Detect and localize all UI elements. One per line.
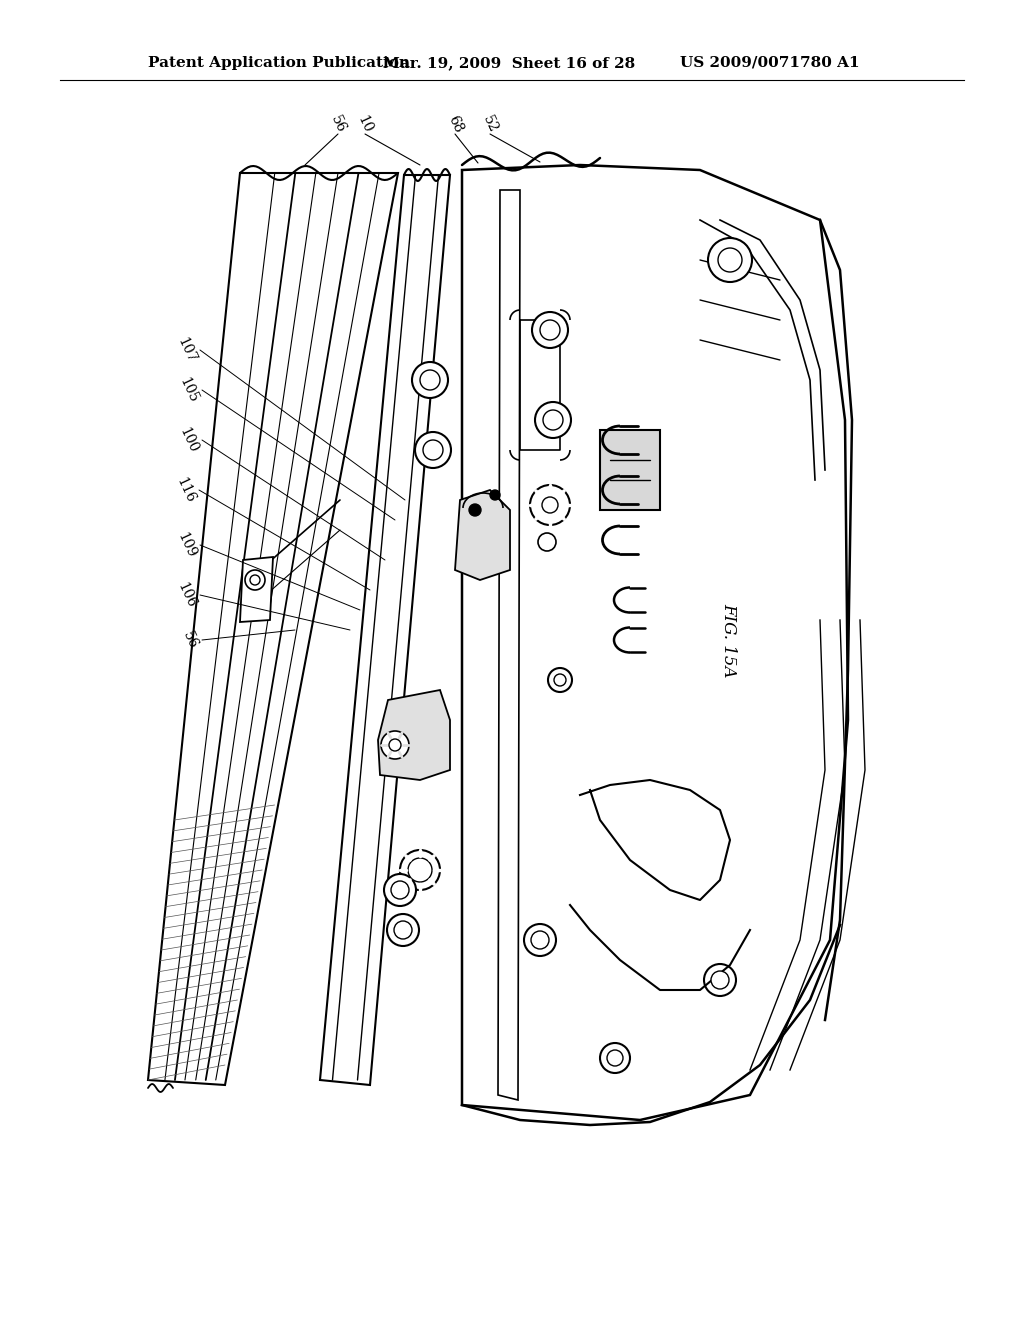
Circle shape — [538, 533, 556, 550]
Text: 68: 68 — [445, 114, 465, 135]
Polygon shape — [319, 176, 450, 1085]
Circle shape — [250, 576, 260, 585]
Polygon shape — [378, 690, 450, 780]
Circle shape — [415, 432, 451, 469]
Circle shape — [412, 362, 449, 399]
Text: 106: 106 — [174, 579, 198, 610]
Circle shape — [718, 248, 742, 272]
Circle shape — [705, 964, 736, 997]
Circle shape — [423, 440, 443, 459]
Polygon shape — [455, 490, 510, 579]
Circle shape — [543, 411, 563, 430]
Circle shape — [469, 504, 481, 516]
Text: 10: 10 — [355, 114, 375, 135]
Text: 107: 107 — [174, 335, 198, 364]
Text: US 2009/0071780 A1: US 2009/0071780 A1 — [680, 55, 859, 70]
Circle shape — [542, 498, 558, 513]
Circle shape — [532, 312, 568, 348]
Circle shape — [540, 319, 560, 341]
Circle shape — [607, 1049, 623, 1067]
Circle shape — [711, 972, 729, 989]
Circle shape — [490, 490, 500, 500]
Circle shape — [530, 484, 570, 525]
Circle shape — [531, 931, 549, 949]
Text: FIG. 15A: FIG. 15A — [720, 603, 737, 677]
Circle shape — [389, 739, 401, 751]
Circle shape — [245, 570, 265, 590]
Text: 56: 56 — [328, 114, 348, 135]
Circle shape — [524, 924, 556, 956]
Circle shape — [400, 850, 440, 890]
Text: 56: 56 — [180, 630, 200, 651]
Polygon shape — [498, 190, 520, 1100]
Circle shape — [420, 370, 440, 389]
Text: 116: 116 — [173, 475, 197, 506]
Text: Patent Application Publication: Patent Application Publication — [148, 55, 410, 70]
Text: 105: 105 — [176, 375, 200, 405]
Circle shape — [384, 874, 416, 906]
Bar — [600, 430, 660, 510]
Circle shape — [408, 858, 432, 882]
Text: 52: 52 — [480, 114, 500, 135]
Circle shape — [535, 403, 571, 438]
Polygon shape — [462, 165, 848, 1119]
Text: 109: 109 — [174, 531, 198, 560]
Circle shape — [391, 880, 409, 899]
Circle shape — [708, 238, 752, 282]
Circle shape — [554, 675, 566, 686]
Circle shape — [387, 913, 419, 946]
Text: 100: 100 — [176, 425, 200, 455]
Polygon shape — [148, 173, 398, 1085]
Polygon shape — [240, 557, 273, 622]
Circle shape — [381, 731, 409, 759]
Circle shape — [394, 921, 412, 939]
Circle shape — [548, 668, 572, 692]
Text: Mar. 19, 2009  Sheet 16 of 28: Mar. 19, 2009 Sheet 16 of 28 — [383, 55, 635, 70]
Circle shape — [600, 1043, 630, 1073]
